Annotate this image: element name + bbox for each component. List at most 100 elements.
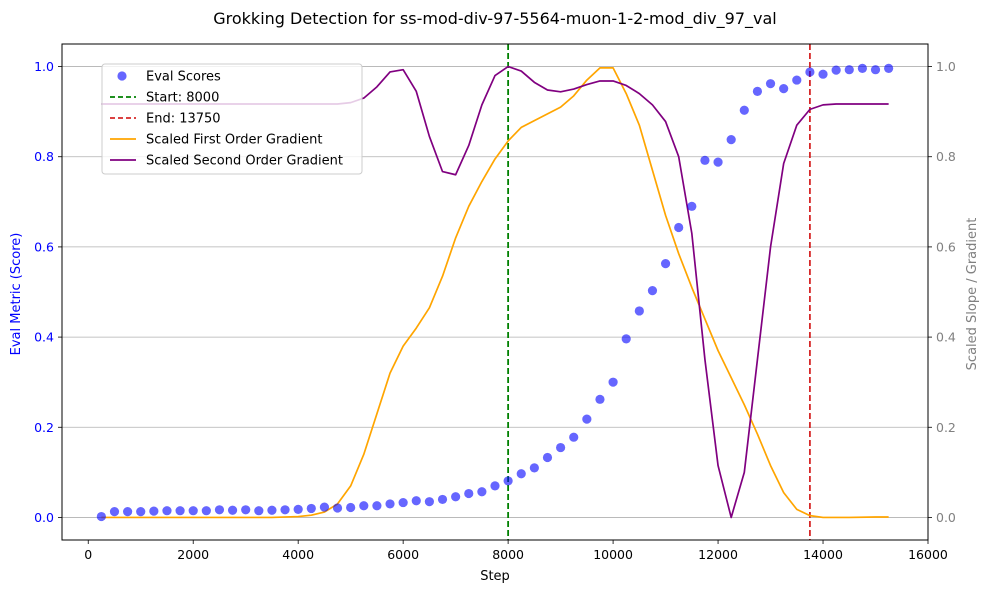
eval-score-point [529, 463, 539, 473]
x-tick-label: 6000 [387, 547, 419, 562]
y-tick-label: 0.6 [34, 239, 54, 254]
x-axis-title: Step [480, 569, 510, 584]
y-tick-label: 0.4 [34, 330, 54, 345]
eval-score-point [149, 506, 159, 516]
legend-label: Eval Scores [146, 70, 221, 85]
eval-score-point [451, 492, 461, 502]
x-tick-label: 10000 [593, 547, 633, 562]
chart-title: Grokking Detection for ss-mod-div-97-556… [213, 9, 776, 29]
eval-score-point [477, 487, 487, 497]
threshold-lines [507, 44, 811, 540]
eval-score-point [674, 222, 684, 233]
eval-score-point [595, 394, 605, 404]
eval-score-point [109, 506, 120, 517]
eval-score-point [424, 497, 434, 507]
y-axis-title: Eval Metric (Score) [9, 233, 24, 356]
legend-label: Start: 8000 [146, 91, 219, 106]
axes: 0 2000 4000 6000 8000 10000 12000 14000 16000 0.0… [34, 59, 956, 562]
eval-score-point [490, 481, 500, 491]
y2-tick-label: 0.8 [936, 149, 956, 164]
eval-score-point [332, 503, 343, 513]
eval-score-point [752, 86, 763, 96]
y-tick-label: 1.0 [34, 59, 54, 74]
eval-score-point [516, 469, 526, 479]
legend-eval-scores: Eval Scores [117, 70, 221, 85]
legend-first-order: Scaled First Order Gradient [110, 133, 323, 148]
eval-score-point [765, 79, 776, 89]
legend-box [101, 63, 363, 175]
eval-score-point [660, 258, 671, 269]
eval-score-point [503, 476, 513, 486]
legend-start: Start: 8000 [110, 91, 219, 106]
eval-score-point [175, 506, 185, 516]
y-tick-label: 0.8 [34, 149, 54, 164]
eval-score-point [870, 65, 881, 75]
eval-score-point [346, 502, 356, 513]
x-tick-label: 8000 [492, 547, 524, 562]
eval-score-point [254, 506, 264, 516]
legend: Eval Scores Start: 8000 End: 13750 Scaled F… [101, 63, 363, 175]
y-tick-label: 0.0 [34, 510, 54, 525]
eval-score-point [687, 201, 697, 211]
legend-end: End: 13750 [110, 112, 221, 127]
eval-score-point [372, 501, 382, 511]
eval-score-point [188, 506, 198, 516]
eval-score-point [582, 414, 592, 424]
x-tick-label: 14000 [803, 547, 843, 562]
eval-score-point [884, 63, 894, 73]
eval-score-point [437, 494, 448, 505]
eval-score-point [634, 306, 644, 316]
eval-score-point [726, 134, 736, 145]
eval-score-point [713, 157, 723, 167]
y2-tick-label: 0.6 [936, 239, 956, 254]
legend-second-order: Scaled Second Order Gradient [110, 154, 343, 169]
eval-score-point [779, 84, 789, 94]
eval-score-point [241, 505, 251, 515]
eval-score-point [647, 286, 658, 296]
eval-score-point [792, 75, 802, 85]
eval-score-point [464, 488, 474, 499]
eval-score-point [398, 497, 408, 508]
eval-score-point [123, 506, 133, 517]
eval-score-point [162, 506, 172, 516]
legend-label: Scaled First Order Gradient [146, 133, 323, 148]
y2-tick-label: 0.4 [936, 330, 956, 345]
eval-score-point [214, 505, 225, 515]
eval-score-point [569, 432, 579, 442]
eval-score-point [857, 63, 867, 73]
x-tick-label: 12000 [698, 547, 738, 562]
eval-score-point [542, 452, 553, 463]
y2-axis-title: Scaled Slope / Gradient [965, 218, 980, 371]
eval-score-point [319, 502, 330, 512]
eval-score-point [201, 506, 211, 516]
eval-score-point [621, 334, 631, 344]
series-layer [96, 63, 894, 522]
eval-score-point [306, 503, 316, 514]
eval-score-point [556, 442, 566, 453]
first-order-gradient-line [101, 67, 889, 519]
eval-score-point [267, 505, 277, 515]
x-tick-label: 16000 [908, 547, 948, 562]
plot-frame [61, 43, 929, 541]
legend-label: Scaled Second Order Gradient [146, 154, 343, 169]
eval-score-point [280, 505, 290, 515]
eval-score-point [739, 105, 749, 115]
legend-label: End: 13750 [146, 112, 221, 127]
y2-tick-label: 1.0 [936, 59, 956, 74]
eval-score-point [411, 496, 421, 506]
eval-score-point [385, 499, 395, 509]
x-tick-label: 0 [84, 547, 92, 562]
y2-tick-label: 0.0 [936, 510, 956, 525]
eval-score-point [96, 511, 106, 522]
eval-score-point [227, 505, 238, 515]
x-tick-label: 4000 [282, 547, 314, 562]
eval-score-point [136, 506, 146, 517]
eval-score-point [359, 501, 369, 511]
x-tick-label: 2000 [177, 547, 209, 562]
legend-marker [117, 71, 127, 81]
eval-score-point [844, 65, 854, 75]
y-tick-label: 0.2 [34, 420, 54, 435]
y2-tick-label: 0.2 [936, 420, 956, 435]
eval-score-point [700, 155, 710, 165]
